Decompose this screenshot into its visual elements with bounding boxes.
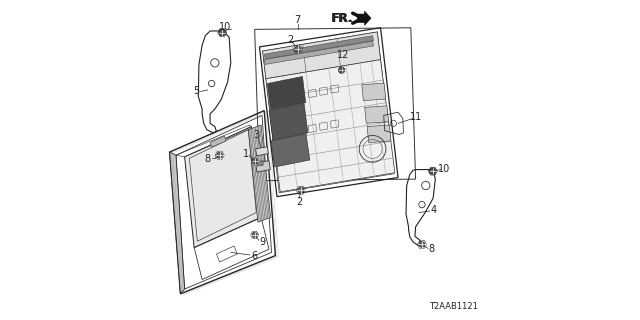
Text: 2: 2: [296, 197, 303, 207]
Polygon shape: [269, 104, 308, 140]
Polygon shape: [248, 125, 271, 222]
Polygon shape: [264, 41, 374, 64]
Circle shape: [252, 159, 257, 163]
Text: 7: 7: [294, 15, 301, 26]
Text: FR.: FR.: [330, 12, 353, 25]
Text: 9: 9: [259, 237, 265, 247]
Polygon shape: [357, 11, 371, 25]
Polygon shape: [268, 76, 306, 110]
Circle shape: [252, 232, 257, 237]
Text: 1: 1: [243, 148, 249, 159]
Circle shape: [295, 46, 301, 52]
Polygon shape: [255, 161, 270, 172]
Text: 10: 10: [220, 22, 232, 32]
Polygon shape: [266, 60, 395, 192]
Text: T2AAB1121: T2AAB1121: [429, 302, 478, 311]
Circle shape: [298, 188, 304, 193]
Text: 10: 10: [438, 164, 451, 174]
Text: FR.: FR.: [332, 12, 353, 25]
Polygon shape: [262, 32, 381, 79]
Circle shape: [339, 67, 345, 73]
Polygon shape: [257, 161, 263, 166]
Text: 2: 2: [287, 35, 294, 45]
Text: 3: 3: [253, 130, 259, 140]
Text: 8: 8: [429, 244, 435, 254]
Text: 4: 4: [430, 205, 436, 215]
Polygon shape: [362, 83, 386, 101]
Text: 5: 5: [193, 86, 200, 97]
Text: 11: 11: [410, 112, 422, 122]
Polygon shape: [184, 126, 261, 248]
Circle shape: [429, 168, 436, 174]
Polygon shape: [210, 136, 226, 147]
Polygon shape: [255, 147, 268, 156]
Polygon shape: [264, 36, 374, 59]
Circle shape: [217, 152, 223, 158]
Polygon shape: [271, 134, 310, 167]
Text: 12: 12: [337, 51, 349, 60]
Circle shape: [419, 242, 425, 247]
Text: 6: 6: [251, 251, 257, 260]
Text: 8: 8: [204, 154, 211, 164]
Polygon shape: [170, 152, 184, 294]
Polygon shape: [367, 125, 391, 142]
Circle shape: [219, 29, 225, 36]
Polygon shape: [365, 106, 388, 123]
